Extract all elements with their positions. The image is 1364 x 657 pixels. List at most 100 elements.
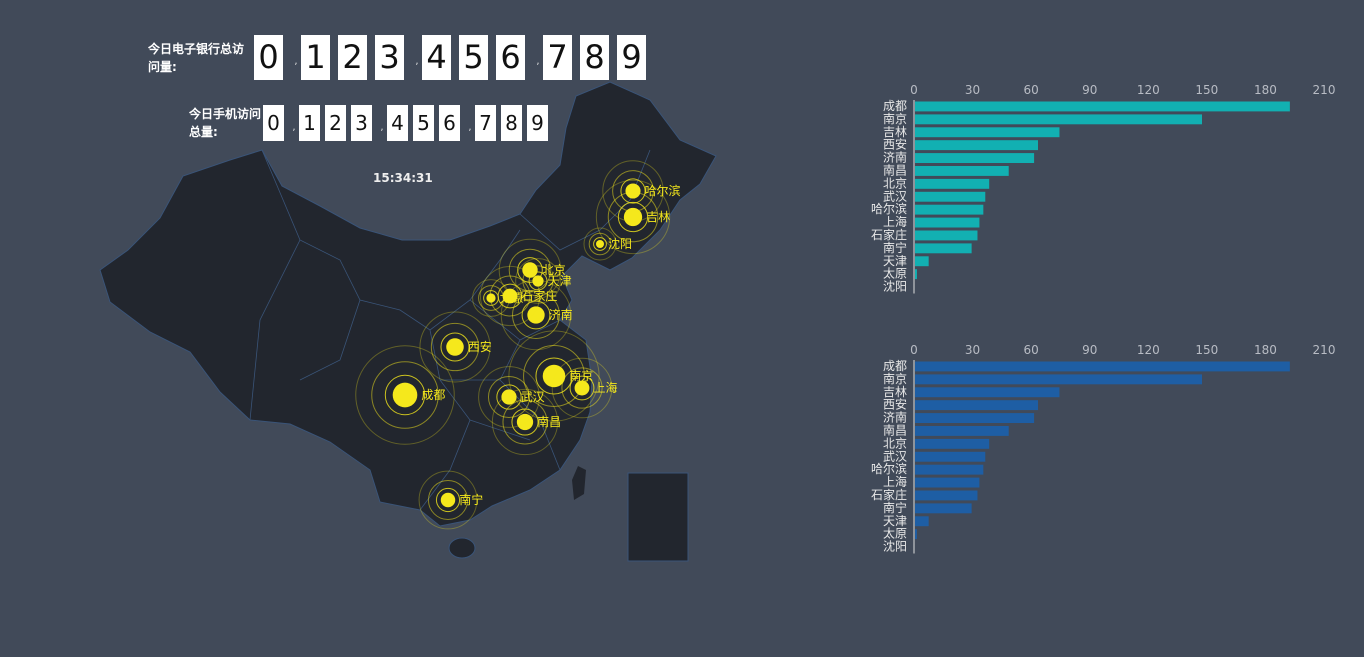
city-label: 北京 [542, 263, 566, 277]
bar[interactable] [915, 529, 917, 540]
counter-digit: 9 [617, 35, 646, 80]
bar[interactable] [915, 166, 1009, 176]
city-label: 天津 [548, 274, 572, 288]
city-marker[interactable]: 武汉 [478, 366, 545, 428]
ripple-ring [384, 374, 426, 416]
counter-digit: 9 [527, 105, 548, 141]
city-marker[interactable]: 太原 [472, 279, 524, 317]
city-marker[interactable]: 上海 [551, 357, 617, 419]
bar[interactable] [915, 477, 980, 488]
bar[interactable] [915, 464, 984, 475]
y-tick-label: 吉林 [883, 385, 907, 399]
bar[interactable] [915, 204, 984, 215]
y-tick-label: 石家庄 [871, 487, 907, 502]
x-tick-label: 90 [1082, 343, 1097, 357]
counter-digit: 2 [325, 105, 346, 141]
x-tick-label: 120 [1137, 343, 1160, 357]
bar[interactable] [915, 413, 1035, 423]
y-tick-label: 上海 [883, 214, 907, 229]
ripple-ring [491, 388, 559, 456]
ripple-ring [617, 201, 649, 233]
ripple-ring [512, 291, 560, 339]
y-tick-label: 济南 [883, 150, 907, 165]
y-tick-label: 上海 [883, 474, 907, 489]
city-marker[interactable]: 天津 [515, 258, 572, 304]
province-borders [249, 149, 651, 511]
city-marker[interactable]: 西安 [419, 311, 492, 383]
y-tick-label: 南昌 [883, 423, 907, 438]
ripple-ring [561, 367, 603, 409]
bar[interactable] [915, 217, 980, 228]
city-marker[interactable]: 北京 [498, 238, 566, 302]
clock: 15:34:31 [373, 171, 433, 185]
bar[interactable] [915, 127, 1060, 138]
city-label: 武汉 [521, 390, 545, 404]
city-marker[interactable]: 南宁 [418, 470, 483, 530]
bar[interactable] [915, 178, 990, 189]
x-tick-label: 120 [1137, 83, 1160, 97]
bar[interactable] [915, 269, 917, 280]
ripple-ring [496, 384, 522, 410]
counter-digit: 0 [263, 105, 284, 141]
ripple-ring [440, 332, 470, 362]
city-label: 吉林 [646, 210, 670, 224]
y-tick-label: 南京 [883, 111, 907, 126]
city-marker[interactable]: 南昌 [491, 388, 561, 456]
bar[interactable] [915, 400, 1038, 411]
city-dot [486, 293, 496, 303]
city-marker[interactable]: 南京 [508, 330, 600, 422]
city-marker[interactable]: 吉林 [595, 179, 670, 255]
x-tick-label: 0 [910, 343, 918, 357]
ripple-ring [498, 238, 562, 302]
thousands-separator: , [292, 121, 296, 133]
bar[interactable] [915, 361, 1290, 372]
ripple-ring [521, 300, 551, 330]
city-marker[interactable]: 成都 [355, 345, 455, 445]
bar[interactable] [915, 140, 1038, 151]
city-dot [527, 306, 545, 324]
bar[interactable] [915, 490, 978, 501]
bar[interactable] [915, 153, 1035, 163]
bar[interactable] [915, 230, 978, 241]
ebank-visit-label: 今日电子银行总访问量: [148, 41, 245, 74]
bar[interactable] [915, 374, 1202, 385]
y-tick-label: 天津 [883, 514, 907, 528]
bar[interactable] [915, 438, 990, 449]
bar[interactable] [915, 451, 986, 462]
y-tick-label: 成都 [883, 359, 907, 373]
city-dot [392, 382, 418, 408]
counter-digit: 1 [301, 35, 330, 80]
city-marker[interactable]: 哈尔滨 [602, 160, 681, 222]
city-marker[interactable]: 沈阳 [583, 227, 632, 261]
counter-digit: 2 [338, 35, 367, 80]
thousands-separator: , [415, 56, 419, 67]
ripple-ring [620, 178, 646, 204]
y-tick-label: 太原 [883, 266, 907, 281]
bar[interactable] [915, 516, 929, 527]
bar[interactable] [915, 256, 929, 267]
city-label: 济南 [549, 307, 573, 322]
bar[interactable] [915, 243, 972, 254]
ripple-ring [569, 375, 595, 401]
city-marker[interactable]: 济南 [500, 279, 573, 351]
bar[interactable] [915, 101, 1290, 112]
x-tick-label: 90 [1082, 83, 1097, 97]
x-tick-label: 30 [965, 83, 980, 97]
city-dot [574, 380, 590, 396]
city-dot [532, 275, 544, 287]
counter-digit: 8 [580, 35, 609, 80]
ripple-ring [427, 479, 469, 521]
bar[interactable] [915, 114, 1202, 125]
bar[interactable] [915, 191, 986, 202]
y-tick-label: 西安 [883, 137, 907, 152]
ripple-ring [508, 248, 552, 292]
bar[interactable] [915, 387, 1060, 398]
bar[interactable] [915, 426, 1009, 436]
counter-digit: 1 [299, 105, 320, 141]
counter-digit: 4 [387, 105, 408, 141]
city-dot [623, 207, 643, 227]
bar[interactable] [915, 503, 972, 514]
